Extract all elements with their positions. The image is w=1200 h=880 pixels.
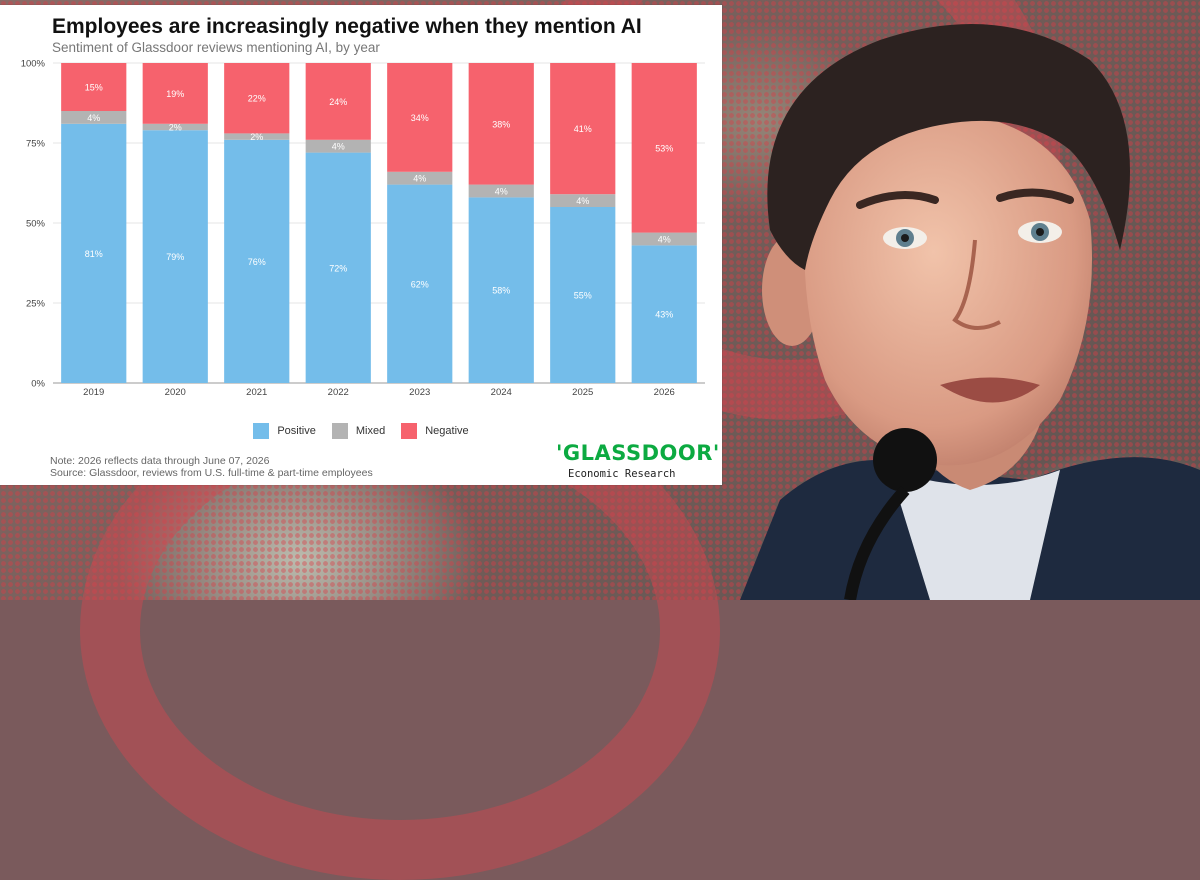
x-tick-label: 2026 [654,387,675,398]
x-tick-label: 2025 [572,387,593,398]
legend-label-positive: Positive [277,425,316,437]
x-tick-label: 2022 [328,387,349,398]
data-label-positive: 81% [85,249,103,259]
chart-note: Note: 2026 reflects data through June 07… [50,455,373,479]
data-label-mixed: 2% [250,132,263,142]
bar-negative [305,63,371,140]
bar-mixed [550,194,616,207]
data-label-mixed: 4% [332,142,345,152]
bar-mixed [142,123,208,131]
bar-positive [631,245,697,383]
speaker-photo [740,24,1200,600]
bar-negative [224,63,290,134]
note-line: Note: 2026 reflects data through June 07… [50,455,270,467]
data-label-mixed: 4% [658,235,671,245]
data-label-positive: 72% [329,263,347,273]
data-label-negative: 41% [574,124,592,134]
bar-positive [142,130,208,383]
legend-item-mixed: Mixed [331,423,386,439]
logo-subtitle: Economic Research [568,468,676,480]
chart-card: Employees are increasingly negative when… [0,5,722,485]
y-tick-label: 0% [31,379,45,390]
bar-positive [305,152,371,383]
data-label-positive: 76% [248,257,266,267]
data-label-negative: 53% [655,143,673,153]
bar-positive [550,207,616,383]
data-label-positive: 58% [492,286,510,296]
bar-negative [142,63,208,124]
x-tick-label: 2020 [165,387,186,398]
bar-positive [224,139,290,383]
x-tick-label: 2019 [83,387,104,398]
data-label-positive: 55% [574,291,592,301]
data-label-mixed: 2% [169,123,182,133]
x-tick-label: 2024 [491,387,512,398]
data-label-negative: 19% [166,89,184,99]
x-tick-label: 2021 [246,387,267,398]
legend-label-negative: Negative [425,425,469,437]
bar-mixed [61,111,127,124]
x-axis-labels: 2019 2020 2021 2022 2023 2024 2025 2026 [83,387,675,398]
data-label-mixed: 4% [413,174,426,184]
data-label-positive: 62% [411,279,429,289]
bar-mixed [631,232,697,246]
data-label-negative: 38% [492,119,510,129]
legend-swatch-positive [253,423,270,439]
glassdoor-logo: 'GLASSDOOR' Economic Research [556,441,720,480]
y-tick-label: 100% [21,59,46,70]
bar-negative [468,63,534,185]
bar-mixed [387,171,453,185]
data-label-mixed: 4% [87,113,100,123]
bar-negative [631,63,697,233]
data-label-positive: 43% [655,310,673,320]
bar-negative [387,63,453,172]
y-tick-label: 25% [26,299,46,310]
bar-negative [550,63,616,195]
chart-subtitle: Sentiment of Glassdoor reviews mentionin… [52,40,380,55]
bar-mixed [305,139,371,153]
bar-mixed [468,184,534,198]
legend-item-negative: Negative [401,423,469,439]
logo-wordmark: 'GLASSDOOR' [556,441,720,465]
data-label-negative: 24% [329,97,347,107]
bars: 81% 4% 15% 79% 2% 19% 76% 2% 22% 72% 4% 24% 62% 4% 34%… [61,63,697,384]
bar-positive [61,123,127,384]
y-axis-labels: 0% 25% 50% 75% 100% [21,59,46,390]
legend-item-positive: Positive [253,423,316,439]
bar-mixed [224,133,290,140]
chart-title: Employees are increasingly negative when… [52,15,642,38]
y-tick-label: 75% [26,139,46,150]
data-label-negative: 15% [85,83,103,93]
legend-swatch-mixed [331,423,348,439]
source-line: Source: Glassdoor, reviews from U.S. ful… [50,467,373,479]
y-tick-label: 50% [26,219,46,230]
x-tick-label: 2023 [409,387,430,398]
data-label-positive: 79% [166,252,184,262]
legend: Positive Mixed Negative [0,423,722,439]
stacked-bar-chart: 0% 25% 50% 75% 100% 81% 4% 15% 79% 2% 19% 76% 2% 22%… [21,59,705,398]
data-label-mixed: 4% [576,196,589,206]
data-label-negative: 22% [248,94,266,104]
legend-swatch-negative [401,423,418,439]
data-label-mixed: 4% [495,187,508,197]
bar-positive [468,197,534,383]
bar-negative [61,63,127,111]
bar-positive [387,184,453,383]
legend-label-mixed: Mixed [355,425,386,437]
data-label-negative: 34% [411,113,429,123]
